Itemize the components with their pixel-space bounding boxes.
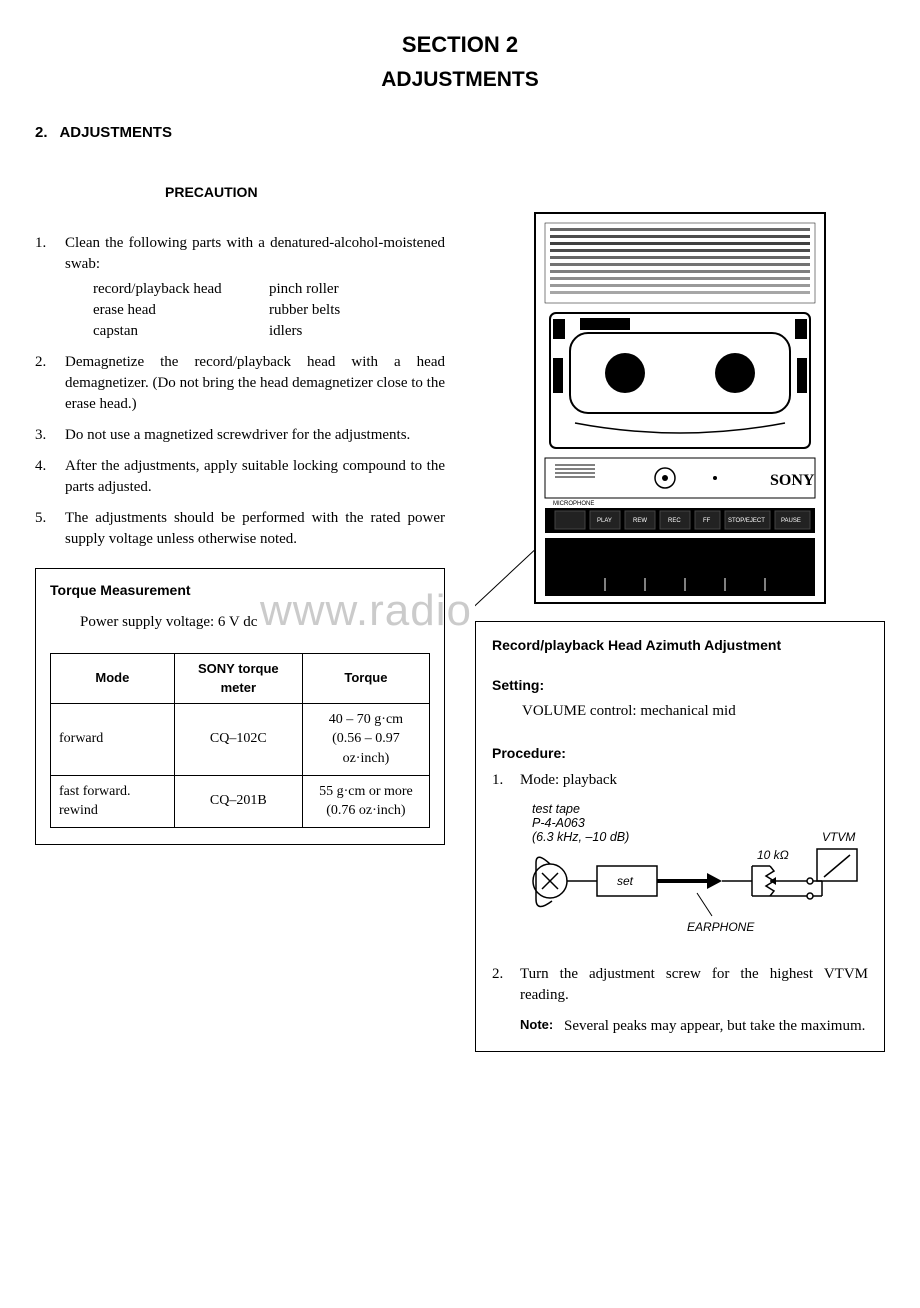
part: rubber belts [269,300,445,321]
section-title: ADJUSTMENTS [35,65,885,94]
procedure-list-2: 2. Turn the adjustment screw for the hig… [492,964,868,1006]
svg-text:PLAY: PLAY [597,518,612,524]
col-torque: Torque [302,654,429,703]
note-text: Several peaks may appear, but take the m… [564,1016,868,1037]
procedure-step: 1. Mode: playback [492,770,868,791]
cell: CQ–102C [174,703,302,775]
torque-heading: Torque Measurement [50,581,430,601]
part: record/playback head [93,279,269,300]
precaution-item: 5. The adjustments should be performed w… [35,508,445,550]
col-mode: Mode [51,654,175,703]
svg-text:REC: REC [668,518,681,524]
cell: forward [51,703,175,775]
cell: 55 g·cm or more (0.76 oz·inch) [302,775,429,827]
device-illustration: SONY MICROPHONE PLAY REW REC FF STOP/EJE [475,183,885,613]
heading-text: ADJUSTMENTS [59,124,172,141]
vtvm-label: VTVM [822,830,855,844]
tape-label-2: P-4-A063 [532,816,585,830]
precaution-item: 1. Clean the following parts with a dena… [35,233,445,342]
item-text: Do not use a magnetized screwdriver for … [65,425,445,446]
step-text: Turn the adjustment screw for the highes… [520,964,868,1006]
precaution-list: 1. Clean the following parts with a dena… [35,233,445,550]
item-text: After the adjustments, apply suitable lo… [65,456,445,498]
set-label: set [617,874,634,888]
torque-table: Mode SONY torque meter Torque forward CQ… [50,653,430,827]
svg-text:FF: FF [703,518,711,524]
step-text: Mode: playback [520,770,868,791]
table-row: forward CQ–102C 40 – 70 g·cm (0.56 – 0.9… [51,703,430,775]
item-num: 4. [35,456,65,498]
svg-text:REW: REW [633,518,647,524]
procedure-list: 1. Mode: playback [492,770,868,791]
precaution-item: 3. Do not use a magnetized screwdriver f… [35,425,445,446]
power-supply: Power supply voltage: 6 V dc [80,612,430,633]
azimuth-heading: Record/playback Head Azimuth Adjustment [492,636,868,656]
note-label: Note: [520,1016,564,1037]
cell: CQ–201B [174,775,302,827]
part: idlers [269,321,445,342]
section-number: SECTION 2 [35,30,885,61]
brand-label: SONY [770,472,815,489]
table-row: fast forward. rewind CQ–201B 55 g·cm or … [51,775,430,827]
resistor-label: 10 kΩ [757,848,789,862]
item-text: The adjustments should be performed with… [65,508,445,550]
precaution-item: 4. After the adjustments, apply suitable… [35,456,445,498]
item-num: 1. [35,233,65,342]
setting-heading: Setting: [492,676,868,696]
item-num: 2. [35,352,65,415]
note: Note: Several peaks may appear, but take… [520,1016,868,1037]
tape-label-3: (6.3 kHz, –10 dB) [532,830,629,844]
parts-grid: record/playback head erase head capstan … [93,279,445,342]
procedure-step: 2. Turn the adjustment screw for the hig… [492,964,868,1006]
procedure-heading: Procedure: [492,744,868,764]
part: capstan [93,321,269,342]
svg-text:STOP/EJECT: STOP/EJECT [728,518,765,524]
precaution-item: 2. Demagnetize the record/playback head … [35,352,445,415]
earphone-label: EARPHONE [687,920,755,934]
part: erase head [93,300,269,321]
microphone-label: MICROPHONE [553,501,594,507]
part: pinch roller [269,279,445,300]
left-column: PRECAUTION 1. Clean the following parts … [35,183,445,1052]
right-column: SONY MICROPHONE PLAY REW REC FF STOP/EJE [475,183,885,1052]
step-num: 1. [492,770,520,791]
heading-num: 2. [35,124,48,141]
cell: fast forward. rewind [51,775,175,827]
setting-value: VOLUME control: mechanical mid [522,701,868,722]
item-text: Demagnetize the record/playback head wit… [65,352,445,415]
item-num: 5. [35,508,65,550]
cell: 40 – 70 g·cm (0.56 – 0.97 oz·inch) [302,703,429,775]
heading-2: 2. ADJUSTMENTS [35,122,885,143]
precaution-heading: PRECAUTION [165,183,445,203]
col-meter: SONY torque meter [174,654,302,703]
svg-text:PAUSE: PAUSE [781,518,801,524]
step-num: 2. [492,964,520,1006]
tape-label-1: test tape [532,802,580,816]
azimuth-box: Record/playback Head Azimuth Adjustment … [475,621,885,1052]
block-diagram: test tape P-4-A063 (6.3 kHz, –10 dB) VTV… [512,801,868,948]
torque-box: Torque Measurement Power supply voltage:… [35,568,445,845]
item-text: Clean the following parts with a denatur… [65,235,445,272]
item-num: 3. [35,425,65,446]
